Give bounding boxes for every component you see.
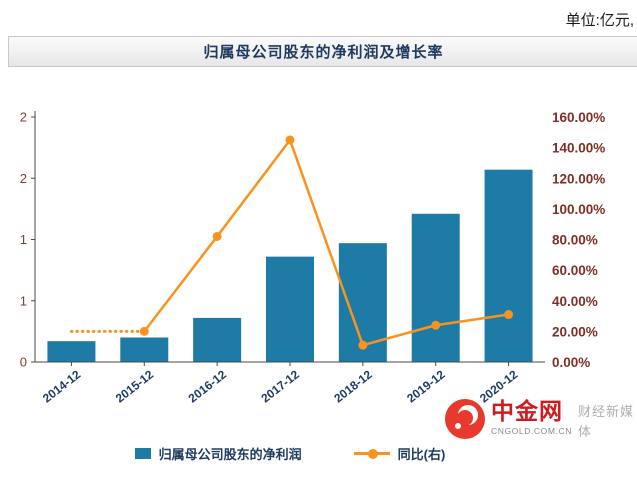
x-tick-label-2014-12: 2014-12 [40,367,84,405]
legend-item-net-profit: 归属母公司股东的净利润 [134,444,302,463]
x-tick-label-2017-12: 2017-12 [259,367,303,405]
line-legend-marker [367,448,378,459]
line-marker-2016-12 [212,231,222,241]
right-tick-label: 40.00% [552,294,598,309]
bar-2016-12 [193,317,242,362]
y-tick-label: 1 [20,232,27,247]
chart-legend: 归属母公司股东的净利润 同比(右) [0,444,580,463]
x-tick-label-2018-12: 2018-12 [331,367,375,405]
y-tick-label: 0 [20,355,27,370]
line-marker-2015-12 [139,326,149,336]
right-tick-label: 100.00% [552,202,605,217]
brand-name: 中金网 [491,398,563,424]
x-tick-label-2016-12: 2016-12 [186,367,230,405]
line-marker-2017-12 [285,135,295,145]
bar-2019-12 [411,213,460,362]
brand-text-block: 中金网 CNGOLD.COM.CN [491,398,572,437]
right-tick-label: 140.00% [552,141,605,156]
legend-item-yoy: 同比(右) [353,444,446,463]
y-tick-label: 2 [20,171,27,186]
x-tick-label-2019-12: 2019-12 [404,367,448,405]
cngold-logo-icon [445,399,485,439]
y-tick-label: 2 [20,110,27,125]
unit-label: 单位:亿元, [565,12,634,29]
cngold-watermark: 中金网 CNGOLD.COM.CN 财经新媒体 [443,397,636,441]
legend-label-net-profit: 归属母公司股东的净利润 [158,447,302,462]
bar-2017-12 [266,256,314,362]
x-tick-label-2015-12: 2015-12 [113,367,157,405]
brand-tagline: 财经新媒体 [578,404,635,439]
bar-2020-12 [484,169,533,362]
legend-label-yoy: 同比(右) [397,447,446,462]
right-tick-label: 120.00% [552,171,605,186]
line-marker-2018-12 [358,340,368,350]
line-legend-swatch [353,448,390,459]
bar-legend-swatch [134,448,151,459]
chart-title: 归属母公司股东的净利润及增长率 [203,44,444,61]
right-tick-label: 80.00% [552,233,598,248]
right-tick-label: 60.00% [552,263,598,278]
right-tick-label: 160.00% [552,110,605,125]
right-tick-label: 0.00% [552,355,590,370]
bar-2014-12 [47,341,96,362]
bar-2015-12 [120,337,169,362]
brand-domain: CNGOLD.COM.CN [491,426,572,437]
right-tick-label: 20.00% [552,324,598,339]
y-tick-label: 1 [20,293,27,308]
line-marker-2019-12 [431,320,441,330]
growth-line [143,137,509,347]
line-marker-2020-12 [504,310,514,320]
chart-title-bar: 归属母公司股东的净利润及增长率 [8,36,637,67]
